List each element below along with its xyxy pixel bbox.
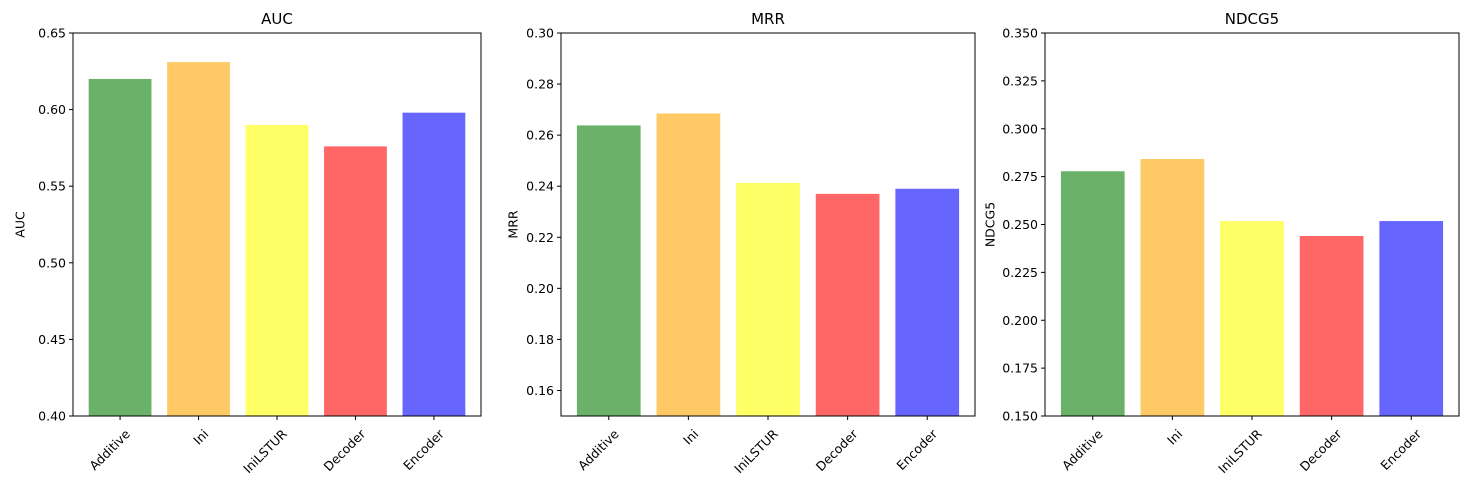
bar-additive — [1060, 171, 1125, 416]
chart-panel-mrr: Additive Ini IniLSTUR Decoder Encoder 0.16 0.1… — [506, 10, 976, 476]
bar-decoder — [324, 146, 387, 417]
y-tick-label: 0.40 — [38, 409, 66, 424]
y-tick-label: 0.150 — [1002, 409, 1038, 424]
y-tick-label: 0.60 — [38, 102, 66, 117]
x-tick-label: IniLSTUR — [240, 426, 290, 476]
y-axis-label: NDCG5 — [983, 202, 998, 247]
y-tick-label: 0.350 — [1002, 26, 1038, 41]
y-tick-label: 0.175 — [1002, 361, 1038, 376]
x-tick-label: Encoder — [893, 426, 940, 473]
x-tick-label: IniLSTUR — [731, 426, 781, 476]
x-tick-label: Decoder — [321, 426, 369, 474]
y-tick-label: 0.325 — [1002, 73, 1038, 88]
x-tick-label: Decoder — [813, 426, 861, 474]
bar-encoder — [402, 112, 466, 416]
chart-panel-auc: Additive Ini IniLSTUR Decoder Encoder 0.40 0.4… — [13, 10, 482, 476]
bar-inilstur — [736, 182, 800, 416]
chart-title: MRR — [751, 10, 785, 28]
y-tick-label: 0.275 — [1002, 169, 1038, 184]
y-tick-label: 0.18 — [526, 332, 554, 347]
y-tick-label: 0.250 — [1002, 217, 1038, 232]
chart-title: NDCG5 — [1225, 10, 1279, 28]
x-tick-label: Ini — [680, 426, 701, 447]
x-tick-label: Additive — [1059, 426, 1106, 473]
chart-title: AUC — [261, 10, 293, 28]
y-tick-label: 0.300 — [1002, 121, 1038, 136]
chart-panel-ndcg5: Additive Ini IniLSTUR Decoder Encoder 0.150 0.… — [983, 10, 1460, 476]
bar-decoder — [815, 193, 880, 416]
axes-frame — [72, 32, 482, 417]
x-tick-label: IniLSTUR — [1215, 426, 1265, 476]
bar-encoder — [895, 188, 960, 416]
y-axis-label: AUC — [13, 211, 28, 238]
axes-frame — [560, 32, 976, 417]
y-tick-label: 0.24 — [526, 179, 554, 194]
axes-frame — [1044, 32, 1460, 417]
y-tick-label: 0.50 — [38, 255, 66, 270]
y-tick-label: 0.65 — [38, 26, 66, 41]
y-tick-label: 0.20 — [526, 281, 554, 296]
x-tick-label: Ini — [190, 426, 211, 447]
y-tick-label: 0.55 — [38, 179, 66, 194]
bar-inilstur — [245, 124, 309, 417]
bar-additive — [576, 125, 641, 416]
y-axis-label: MRR — [506, 210, 521, 238]
bar-ini — [167, 62, 230, 416]
y-tick-label: 0.45 — [38, 332, 66, 347]
bar-ini — [1140, 159, 1205, 416]
y-tick-label: 0.22 — [526, 230, 554, 245]
bar-ini — [656, 113, 721, 417]
y-tick-label: 0.225 — [1002, 265, 1038, 280]
x-tick-label: Decoder — [1297, 426, 1345, 474]
y-tick-label: 0.200 — [1002, 313, 1038, 328]
y-tick-label: 0.30 — [526, 26, 554, 41]
x-tick-label: Additive — [575, 426, 622, 473]
x-tick-label: Ini — [1164, 426, 1185, 447]
bar-additive — [88, 78, 152, 417]
y-tick-label: 0.28 — [526, 77, 554, 92]
bar-decoder — [1299, 235, 1364, 416]
y-tick-label: 0.26 — [526, 128, 554, 143]
bar-inilstur — [1220, 221, 1284, 416]
bar-encoder — [1379, 221, 1444, 416]
x-tick-label: Encoder — [400, 426, 447, 473]
y-tick-label: 0.16 — [526, 383, 554, 398]
x-tick-label: Additive — [86, 426, 133, 473]
x-tick-label: Encoder — [1377, 426, 1424, 473]
